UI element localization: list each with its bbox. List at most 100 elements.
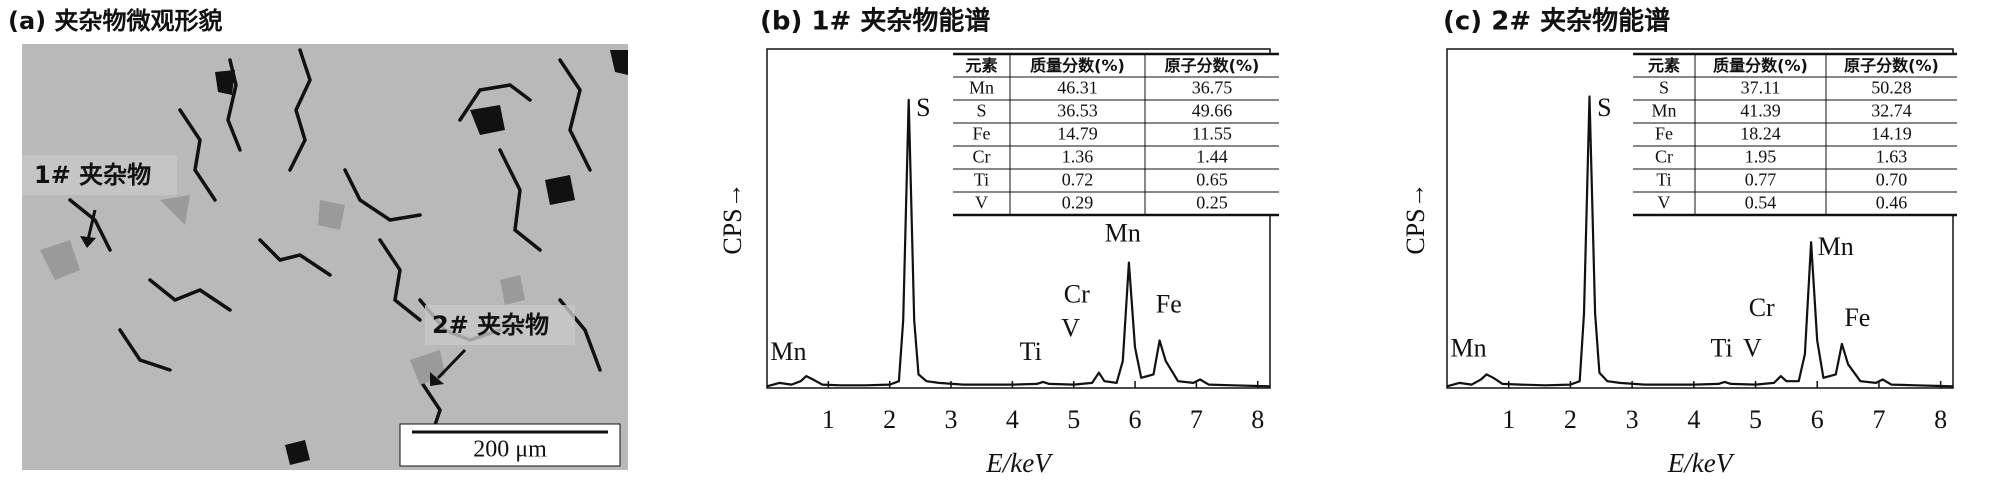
x-tick-label: 5: [1749, 405, 1762, 434]
table-cell: 14.79: [1057, 124, 1098, 144]
table-header: 元素: [965, 56, 997, 75]
peak-label: S: [1597, 93, 1611, 122]
peak-label: Fe: [1844, 303, 1870, 332]
inclusions: [40, 195, 525, 385]
spectrum-line: [766, 98, 1271, 388]
plot-frame: [766, 48, 1271, 389]
peak-label: V: [1743, 334, 1762, 363]
peak-label: Mn: [1451, 334, 1487, 363]
x-axis-label: E/keV: [1667, 448, 1736, 478]
spectrum-panel: (b) 1# 夹杂物能谱 1 2 3 4 5 6 7 8 E/keV CPS→ Mn S Ti V Cr Mn F…: [718, 6, 1279, 478]
table-cell: 11.55: [1192, 124, 1232, 144]
table-header: 元素: [1648, 56, 1680, 75]
x-tick-label: 5: [1067, 405, 1080, 434]
table-cell: Fe: [973, 124, 991, 144]
table-cell: Fe: [1655, 124, 1673, 144]
table-cell: Cr: [973, 147, 991, 167]
table-cell: 18.24: [1740, 124, 1781, 144]
x-tick-label: 4: [1006, 405, 1019, 434]
table-cell: 36.53: [1057, 101, 1098, 121]
x-tick-label: 2: [883, 405, 896, 434]
spectrum-panel: (c) 2# 夹杂物能谱 1 2 3 4 5 6 7 8 E/keV CPS→ Mn S Ti V Cr Mn F…: [1401, 6, 1957, 478]
x-tick-label: 2: [1564, 405, 1577, 434]
chart-title: (c) 2# 夹杂物能谱: [1443, 6, 1670, 37]
x-tick-label: 7: [1190, 405, 1203, 434]
composition-table: 元素 Mn S Fe Cr Ti V 质量分数(%) 46.31 36.53 14.79 1.36 0.…: [953, 52, 1279, 217]
table-cell: 1.36: [1062, 147, 1094, 167]
table-cell: 0.65: [1196, 170, 1228, 190]
table-header: 原子分数(%): [1844, 56, 1939, 75]
scale-bar-label: 200 μm: [473, 437, 547, 463]
table-background: [1633, 54, 1957, 215]
table-cell: 0.25: [1196, 193, 1228, 213]
inclusion-label: 2# 夹杂物: [432, 311, 549, 339]
table-cell: 46.31: [1057, 78, 1098, 98]
y-axis-label: CPS→: [1401, 182, 1430, 254]
table-cell: 1.95: [1745, 147, 1777, 167]
peak-label: Mn: [770, 337, 806, 366]
table-cell: V: [1658, 193, 1671, 213]
peak-label: S: [916, 93, 930, 122]
inclusion-label: 1# 夹杂物: [34, 161, 151, 189]
table-cell: Mn: [1651, 101, 1676, 121]
peak-label: Cr: [1749, 293, 1775, 322]
x-tick-label: 1: [822, 405, 835, 434]
x-axis-label: E/keV: [985, 448, 1054, 478]
pores: [215, 50, 628, 465]
table-cell: 14.19: [1871, 124, 1912, 144]
table-cell: 0.77: [1745, 170, 1777, 190]
x-tick-label: 3: [1626, 405, 1639, 434]
plot-frame: [1446, 48, 1954, 389]
spectrum-line: [1446, 95, 1954, 388]
x-tick-label: 8: [1251, 405, 1264, 434]
x-tick-label: 7: [1872, 405, 1885, 434]
table-cell: 0.70: [1876, 170, 1908, 190]
composition-table: 元素 S Mn Fe Cr Ti V 质量分数(%) 37.11 41.39 18.24 1.95 0.…: [1633, 52, 1957, 217]
arrow-2: [436, 348, 467, 380]
table-cell: Ti: [974, 170, 989, 190]
table-header: 质量分数(%): [1030, 56, 1125, 75]
table-header: 原子分数(%): [1165, 56, 1260, 75]
x-tick-label: 8: [1934, 405, 1947, 434]
y-axis-label: CPS→: [718, 182, 747, 254]
table-cell: 32.74: [1871, 101, 1912, 121]
table-cell: 0.46: [1876, 193, 1908, 213]
table-background: [953, 54, 1279, 215]
table-cell: 49.66: [1192, 101, 1233, 121]
peak-label: Cr: [1064, 279, 1090, 308]
peak-label: Ti: [1710, 334, 1732, 363]
table-cell: 41.39: [1740, 101, 1781, 121]
table-cell: S: [976, 101, 986, 121]
micrograph-background: [22, 44, 628, 470]
x-tick-label: 6: [1811, 405, 1824, 434]
peak-label: Mn: [1105, 218, 1141, 247]
table-cell: 0.54: [1745, 193, 1777, 213]
label-box: [22, 155, 177, 195]
x-tick-label: 1: [1502, 405, 1515, 434]
x-tick-label: 3: [945, 405, 958, 434]
table-cell: V: [975, 193, 988, 213]
peak-label: V: [1061, 313, 1080, 342]
table-cell: 0.72: [1062, 170, 1094, 190]
table-cell: Mn: [969, 78, 994, 98]
table-header: 质量分数(%): [1713, 56, 1808, 75]
x-tick-label: 6: [1129, 405, 1142, 434]
panel-a-title: (a) 夹杂物微观形貌: [8, 7, 223, 35]
table-cell: 1.63: [1876, 147, 1908, 167]
table-cell: Cr: [1655, 147, 1673, 167]
table-cell: 1.44: [1196, 147, 1228, 167]
arrow-1-head: [80, 236, 96, 248]
arrow-1: [86, 209, 97, 241]
table-cell: 50.28: [1871, 78, 1912, 98]
peak-label: Mn: [1818, 232, 1854, 261]
table-cell: 0.29: [1062, 193, 1094, 213]
label-box: [425, 305, 575, 345]
table-cell: Ti: [1656, 170, 1671, 190]
peak-label: Ti: [1020, 337, 1042, 366]
table-cell: 37.11: [1741, 78, 1781, 98]
arrow-2-head: [430, 372, 444, 386]
chart-title: (b) 1# 夹杂物能谱: [760, 6, 990, 37]
table-cell: 36.75: [1192, 78, 1233, 98]
table-cell: S: [1659, 78, 1669, 98]
